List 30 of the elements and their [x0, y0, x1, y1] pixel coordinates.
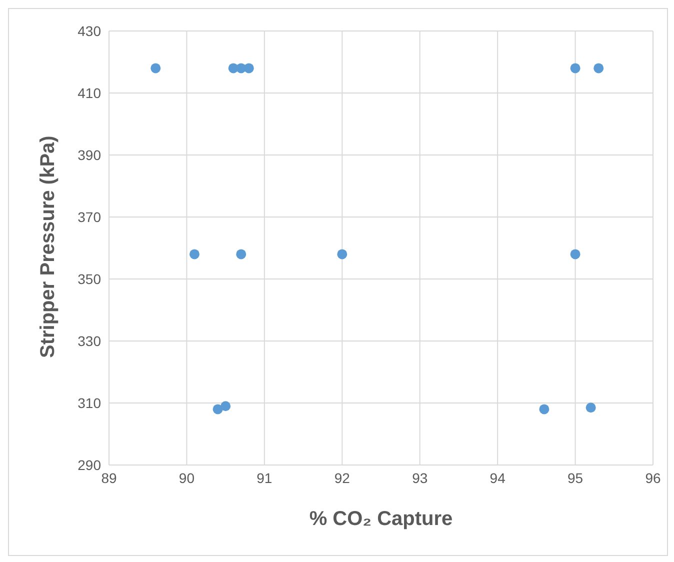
x-axis-title: % CO₂ Capture [309, 508, 453, 530]
y-tick-label: 330 [78, 332, 102, 349]
point [150, 63, 161, 74]
y-tick-label: 430 [78, 22, 102, 39]
y-tick-label: 290 [78, 456, 102, 473]
x-tick-label: 93 [412, 470, 428, 486]
x-tick-label: 95 [567, 470, 584, 486]
y-tick-label: 370 [78, 208, 102, 225]
y-tick-label: 410 [78, 84, 102, 101]
point [594, 63, 604, 74]
point [189, 249, 200, 260]
point [244, 63, 254, 74]
point [337, 249, 348, 260]
point [570, 63, 580, 74]
x-tick-label: 92 [334, 470, 350, 486]
point [570, 249, 580, 260]
x-tick-label: 90 [178, 470, 195, 486]
point [220, 401, 231, 412]
y-tick-label: 310 [78, 394, 102, 411]
x-tick-label: 91 [256, 470, 272, 486]
y-tick-label: 390 [78, 146, 102, 163]
x-tick-label: 89 [101, 470, 117, 486]
y-tick-label: 350 [78, 270, 102, 287]
x-tick-label: 96 [645, 470, 661, 486]
point [586, 402, 596, 413]
point [212, 404, 223, 414]
x-tick-label: 94 [490, 470, 506, 486]
point [539, 404, 550, 414]
y-axis-title: Stripper Pressure (kPa) [37, 136, 60, 358]
point [236, 249, 246, 260]
